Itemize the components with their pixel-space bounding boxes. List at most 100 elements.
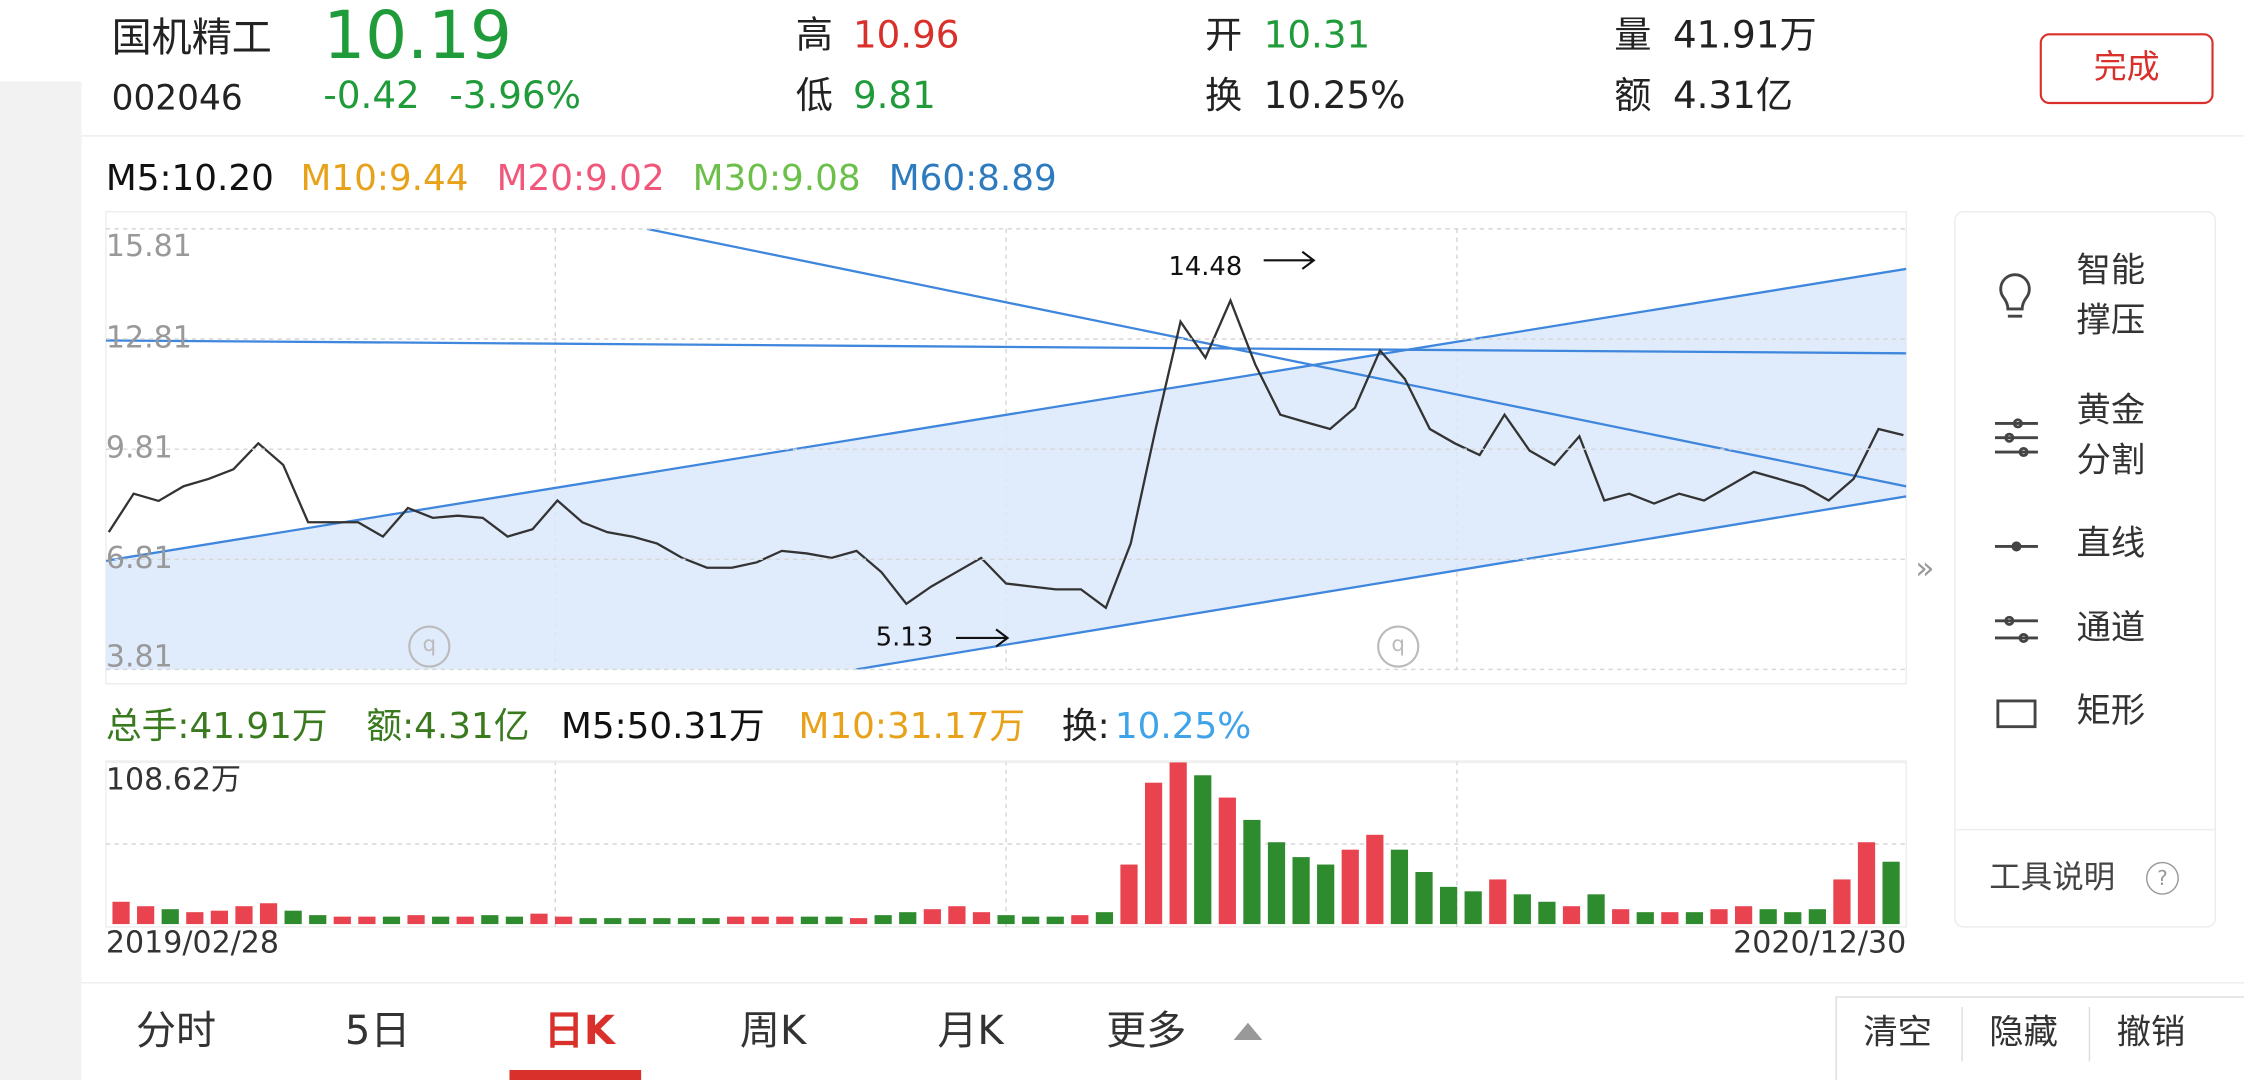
volume-bar: [112, 901, 130, 925]
volume-bar: [456, 916, 474, 925]
help-icon: ?: [2157, 866, 2168, 890]
volume-bar: [333, 916, 351, 925]
done-button[interactable]: [2039, 33, 2214, 105]
label: 量: [1614, 13, 1651, 57]
volume-stat: 10.25%: [1115, 706, 1251, 747]
watermark: q: [423, 632, 437, 657]
label: 低: [796, 73, 833, 117]
volume-bar: [1562, 906, 1581, 925]
volume-bar: [1095, 912, 1114, 925]
tab[interactable]: 周K: [740, 1008, 808, 1054]
volume-bar: [1169, 762, 1187, 925]
label: 换: [1205, 73, 1242, 117]
volume-bar: [948, 906, 966, 925]
tool[interactable]: 撑压: [2077, 300, 2146, 340]
watermark: [408, 625, 1420, 668]
volume-bar: [1710, 909, 1728, 925]
more-arrow: [1233, 1022, 1263, 1040]
trend-line: [105, 267, 1907, 562]
volume-bar: [309, 915, 327, 925]
tool[interactable]: 分割: [2077, 441, 2146, 481]
volume-bar: [1612, 909, 1630, 925]
trend-line: [646, 228, 1907, 488]
volume-bar: [1587, 894, 1605, 925]
tool-icons: [1994, 273, 2038, 729]
volume-bar: [751, 916, 769, 925]
tab[interactable]: 更多: [1106, 1008, 1186, 1054]
volume-bar: [137, 906, 155, 925]
volume-bar: [1857, 842, 1876, 925]
volume-bar: [235, 906, 253, 925]
price-line: [107, 297, 1904, 610]
action[interactable]: 隐藏: [1989, 1013, 2058, 1053]
volume-bar: [1513, 894, 1531, 925]
volume-bar: [432, 916, 450, 925]
volume-bar: [1071, 915, 1089, 925]
annotation: 5.13: [876, 622, 933, 652]
tool[interactable]: 黄金: [2077, 390, 2146, 430]
volume-bar: [259, 903, 278, 925]
volume-bar: [997, 915, 1015, 925]
volume-bar: [579, 918, 597, 925]
volume-bar: [407, 915, 425, 925]
volume-bar: [481, 915, 499, 925]
amount: 4.31亿: [1673, 73, 1793, 117]
turnover: 10.25%: [1264, 73, 1406, 117]
open: 10.31: [1264, 13, 1370, 57]
tool-help[interactable]: 工具说明: [1989, 859, 2115, 895]
volume-bar: [210, 910, 228, 925]
volume-bar: [776, 916, 794, 925]
collapse-toggle[interactable]: »: [1915, 550, 1934, 586]
volume-bar: [1882, 861, 1900, 925]
volume-bar: [1489, 879, 1507, 925]
volume-bar: [653, 918, 671, 925]
volume-bar: [1784, 912, 1802, 925]
action[interactable]: 清空: [1863, 1013, 1932, 1053]
volume-bar: [800, 916, 819, 925]
help-icon[interactable]: [2145, 861, 2179, 895]
volume-bar: [604, 918, 622, 925]
tab-active[interactable]: 日K: [544, 1008, 617, 1054]
volume-bar: [554, 916, 573, 925]
volume-bar: [849, 918, 868, 925]
y-tick-label: 15.81: [106, 229, 192, 264]
volume-bar: [186, 912, 204, 925]
trend-line: [855, 495, 1907, 670]
volume-bar: [677, 918, 696, 925]
tool[interactable]: 智能: [2077, 250, 2146, 290]
label: 高: [796, 13, 833, 57]
ma-legend: M5:10.20: [106, 158, 274, 199]
change: -0.42: [323, 73, 419, 117]
y-tick-label: 108.62万: [106, 763, 241, 798]
done-label: 完成: [2094, 47, 2160, 86]
volume-bar: [1022, 916, 1040, 925]
tab[interactable]: 分时: [136, 1008, 216, 1054]
volume-bar: [1317, 864, 1335, 925]
volume-chart: 108.62万 2019/02/28 2020/12/30: [105, 760, 1907, 961]
volume-bar: [1144, 782, 1163, 925]
volume-bar: [1439, 886, 1458, 925]
drawings: [105, 228, 1907, 670]
tool[interactable]: 直线: [2077, 524, 2146, 564]
volume-stat: M5:50.31万: [561, 706, 765, 747]
volume-bar: [1390, 849, 1409, 925]
volume-bar: [899, 912, 917, 925]
volume-bar: [1734, 906, 1753, 925]
volume-bar: [1120, 864, 1138, 925]
volume-bar: [972, 912, 991, 925]
arrow: [955, 628, 1010, 648]
tool[interactable]: 通道: [2077, 608, 2146, 648]
tab[interactable]: 5日: [345, 1008, 411, 1054]
stock-code: 002046: [112, 79, 243, 119]
y-tick-label: 9.81: [106, 431, 173, 466]
price: 10.19: [323, 0, 511, 74]
tool[interactable]: 矩形: [2077, 691, 2146, 731]
y-tick-label: 6.81: [106, 541, 173, 576]
tab[interactable]: 月K: [937, 1008, 1005, 1054]
change-pct: -3.96%: [449, 73, 581, 117]
ma-legend: M20:9.02: [497, 158, 665, 199]
volume-bar: [923, 909, 941, 925]
volume-stat: 总手:41.91万: [106, 706, 328, 747]
action[interactable]: 撤销: [2117, 1013, 2186, 1053]
